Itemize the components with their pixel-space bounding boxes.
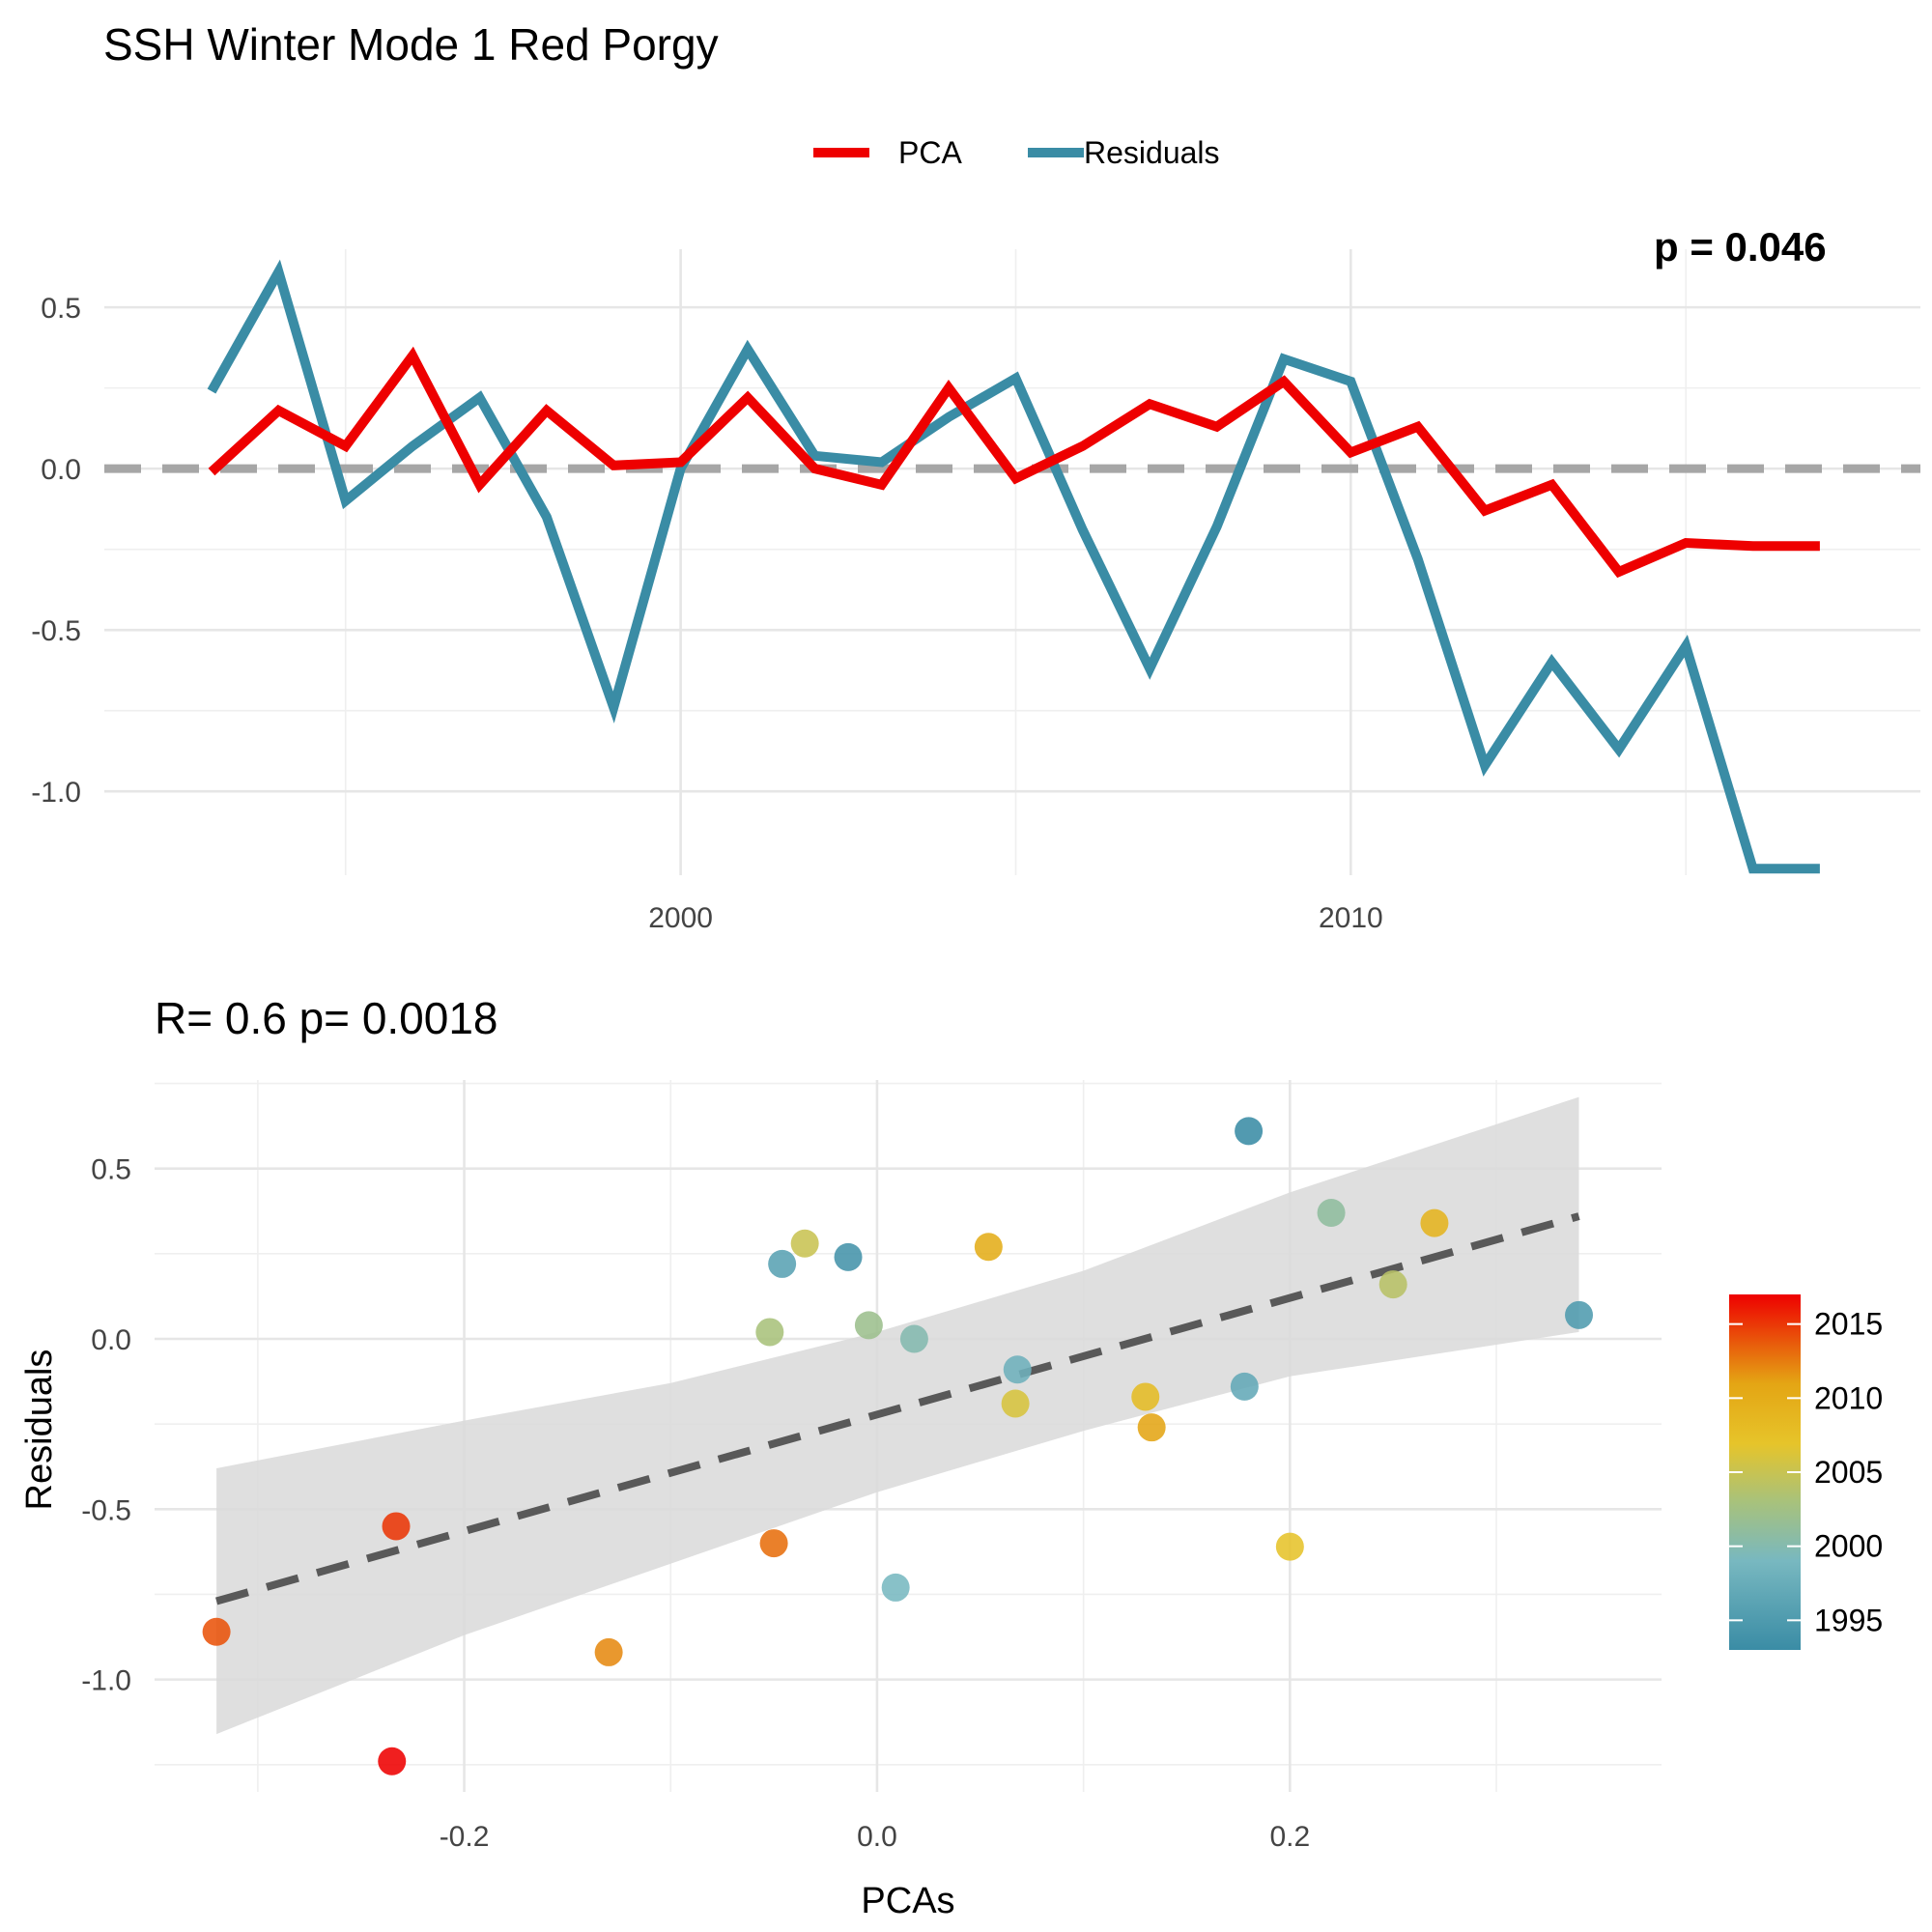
scatter-point [1235,1117,1264,1146]
scatter-point [974,1233,1003,1262]
corner-annotation: p = 0.046 [1654,224,1827,270]
y-tick-label: -1.0 [31,777,81,809]
colorbar: 2015 2010 2005 2000 1995 [1729,1294,1883,1650]
y-tick-label: 0.0 [41,454,81,486]
scatter-point [768,1249,797,1278]
confidence-band [216,1096,1579,1735]
x-tick-label: 2010 [1319,902,1383,934]
scatter-panel: R= 0.6 p= 0.0018 -0.2 0.0 0.2 0.5 0.0 -0.5 -1.… [19,993,1662,1921]
scatter-point [759,1529,788,1558]
scatter-point [382,1512,411,1541]
series-line-residuals [207,259,1820,874]
legend: PCA Residuals [813,135,1220,170]
time-series-panel: 2000 2010 0.5 0.0 -0.5 -1.0 p = 0.046 [31,224,1920,934]
scatter-point [881,1573,910,1602]
y-tick-label: 0.0 [91,1324,131,1356]
scatter-point [1420,1208,1449,1237]
regression-line [215,1212,1580,1605]
y-axis-label: Residuals [19,1350,60,1511]
scatter-point [1131,1382,1160,1411]
scatter-points [202,1117,1594,1776]
x-tick-label: -0.2 [440,1821,490,1853]
scatter-title: R= 0.6 p= 0.0018 [155,993,498,1043]
colorbar-label: 1995 [1814,1603,1883,1637]
scatter-point [202,1617,231,1646]
scatter-point [594,1637,623,1666]
colorbar-label: 2005 [1814,1455,1883,1490]
y-tick-label: 0.5 [41,293,81,325]
x-tick-label: 0.0 [857,1821,897,1853]
confidence-band-area [216,1096,1579,1735]
colorbar-ticks: 2015 2010 2005 2000 1995 [1729,1307,1883,1637]
scatter-point [790,1229,819,1258]
legend-label-residuals: Residuals [1084,135,1220,170]
time-series-lines [104,259,1920,874]
figure-title: SSH Winter Mode 1 Red Porgy [103,19,719,70]
colorbar-label: 2000 [1814,1529,1883,1564]
y-tick-label: 0.5 [91,1154,131,1186]
y-tick-label: -0.5 [31,615,81,647]
scatter-point [1003,1355,1032,1384]
x-tick-label: 0.2 [1269,1821,1310,1853]
scatter-point [1378,1270,1407,1299]
scatter-point [1001,1389,1030,1418]
scatter-point [854,1311,883,1340]
legend-label-pca: PCA [898,135,962,170]
y-tick-label: -0.5 [81,1494,131,1526]
x-tick-label: 2000 [648,902,713,934]
scatter-point [1137,1413,1166,1442]
x-axis-label: PCAs [861,1881,954,1921]
scatter-point [378,1747,407,1776]
time-series-ticks: 2000 2010 0.5 0.0 -0.5 -1.0 [31,293,1382,934]
series-line-pca [208,346,1820,579]
y-tick-label: -1.0 [81,1665,131,1697]
scatter-point [834,1242,863,1271]
scatter-ticks: -0.2 0.0 0.2 0.5 0.0 -0.5 -1.0 [81,1154,1310,1853]
scatter-point [899,1324,928,1353]
scatter-point [1275,1532,1304,1561]
scatter-point [1230,1372,1259,1401]
fit-line [215,1212,1580,1605]
scatter-point [1565,1300,1594,1329]
colorbar-label: 2010 [1814,1380,1883,1415]
scatter-point [755,1318,784,1347]
scatter-point [1317,1199,1346,1228]
colorbar-label: 2015 [1814,1307,1883,1342]
